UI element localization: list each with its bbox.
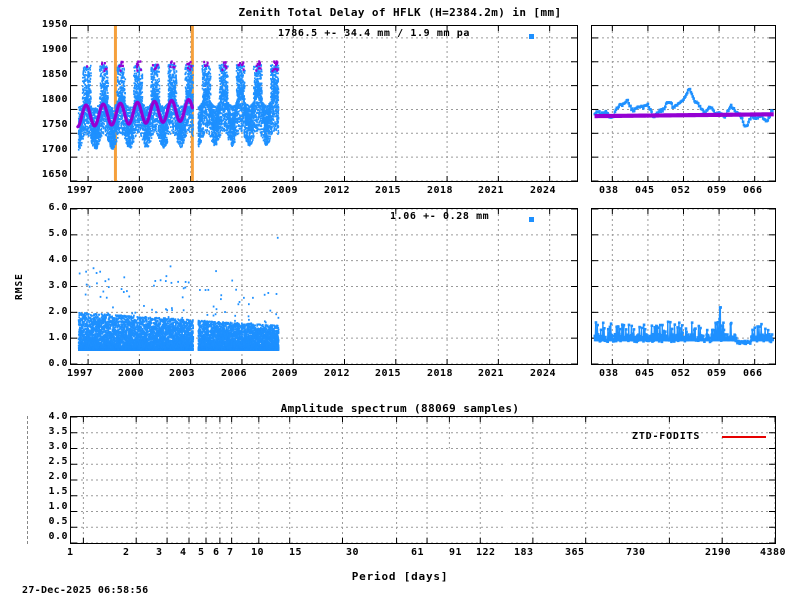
spectrum-legend-line [722,436,766,438]
spec-ytick-1.5: 1.5 [48,486,68,497]
ztd-y-tick-labels: 1950 1900 1850 1800 1750 1700 1650 [24,19,68,185]
spec-xtick-2: 2 [123,547,130,558]
ztd-inset-xtick-038: 038 [599,185,619,196]
spec-ytick-2.0: 2.0 [48,471,68,482]
rmse-inset-xtick-052: 052 [671,368,691,379]
ztd-xtick-2024: 2024 [530,185,556,196]
ztd-x-tick-labels: 1997 2000 2003 2006 2009 2012 2015 2018 … [67,185,578,199]
rmse-x-tick-labels: 1997 2000 2003 2006 2009 2012 2015 2018 … [67,368,578,382]
spec-xtick-5: 5 [198,547,205,558]
rmse-annotation-marker [529,217,534,222]
spectrum-x-axis-label: Period [days] [0,570,800,583]
spec-xtick-365: 365 [565,547,585,558]
spec-xtick-6: 6 [213,547,220,558]
spec-xtick-30: 30 [346,547,359,558]
rmse-ytick-4: 4.0 [48,254,68,265]
rmse-ytick-5: 5.0 [48,228,68,239]
spec-xtick-10: 10 [251,547,264,558]
rmse-xtick-2015: 2015 [375,368,401,379]
spec-ytick-0.0: 0.0 [48,531,68,542]
ztd-inset-xtick-052: 052 [671,185,691,196]
ztd-inset-plot[interactable] [591,25,776,182]
rmse-xtick-2018: 2018 [427,368,453,379]
ztd-ytick-1850: 1850 [42,69,68,80]
spec-xtick-7: 7 [227,547,234,558]
spectrum-outer-frame [27,416,28,544]
spectrum-plot[interactable] [70,416,776,544]
ztd-inset-x-tick-labels: 038 045 052 059 066 [591,185,776,199]
spec-xtick-730: 730 [626,547,646,558]
ztd-annotation-marker [529,34,534,39]
ztd-xtick-2015: 2015 [375,185,401,196]
rmse-y-tick-labels: 6.0 5.0 4.0 3.0 2.0 1.0 0.0 [24,202,68,369]
ztd-xtick-2003: 2003 [169,185,195,196]
ztd-xtick-2012: 2012 [324,185,350,196]
spec-xtick-61: 61 [411,547,424,558]
rmse-inset-x-tick-labels: 038 045 052 059 066 [591,368,776,382]
spec-xtick-3: 3 [156,547,163,558]
spec-ytick-4.0: 4.0 [48,411,68,422]
figure-title: Zenith Total Delay of HFLK (H=2384.2m) i… [0,6,800,19]
rmse-xtick-2006: 2006 [221,368,247,379]
spectrum-title: Amplitude spectrum (88069 samples) [0,402,800,415]
ztd-ytick-1750: 1750 [42,119,68,130]
rmse-xtick-1997: 1997 [67,368,93,379]
rmse-xtick-2009: 2009 [272,368,298,379]
rmse-inset-xtick-059: 059 [707,368,727,379]
spec-xtick-183: 183 [514,547,534,558]
rmse-ytick-6: 6.0 [48,202,68,213]
rmse-annotation-text: 1.06 +- 0.28 mm [390,211,489,222]
rmse-xtick-2024: 2024 [530,368,556,379]
ztd-inset-xtick-045: 045 [635,185,655,196]
ztd-xtick-2006: 2006 [221,185,247,196]
rmse-xtick-2003: 2003 [169,368,195,379]
spectrum-legend-label: ZTD-FODITS [632,431,700,442]
ztd-inset-xtick-059: 059 [707,185,727,196]
ztd-main-plot[interactable] [70,25,578,182]
ztd-ytick-1700: 1700 [42,144,68,155]
spec-xtick-91: 91 [449,547,462,558]
ztd-xtick-2018: 2018 [427,185,453,196]
spectrum-y-tick-labels: 4.0 3.5 3.0 2.5 2.0 1.5 1.0 0.5 0.0 [32,411,68,545]
rmse-main-plot[interactable] [70,208,578,365]
rmse-xtick-2000: 2000 [118,368,144,379]
rmse-xtick-2021: 2021 [478,368,504,379]
ztd-ytick-1800: 1800 [42,94,68,105]
rmse-ytick-3: 3.0 [48,280,68,291]
rmse-inset-xtick-045: 045 [635,368,655,379]
spec-ytick-0.5: 0.5 [48,516,68,527]
ztd-xtick-1997: 1997 [67,185,93,196]
ztd-annotation-text: 1786.5 +- 34.4 mm / 1.9 mm pa [278,28,470,39]
rmse-ytick-2: 2.0 [48,306,68,317]
ztd-xtick-2021: 2021 [478,185,504,196]
rmse-xtick-2012: 2012 [324,368,350,379]
spec-xtick-4380: 4380 [760,547,786,558]
rmse-inset-plot[interactable] [591,208,776,365]
rmse-ytick-0: 0.0 [48,358,68,369]
spec-xtick-1: 1 [67,547,74,558]
ztd-ytick-1950: 1950 [42,19,68,30]
generation-timestamp: 27-Dec-2025 06:58:56 [22,585,148,596]
spectrum-x-tick-labels: 1 2 3 4 5 6 7 10 15 30 61 91 122 183 365… [67,547,786,561]
spec-xtick-15: 15 [289,547,302,558]
spec-ytick-1.0: 1.0 [48,501,68,512]
spec-xtick-4: 4 [180,547,187,558]
ztd-ytick-1650: 1650 [42,169,68,180]
ztd-xtick-2009: 2009 [272,185,298,196]
spec-xtick-122: 122 [476,547,496,558]
ztd-ytick-1900: 1900 [42,44,68,55]
spec-ytick-2.5: 2.5 [48,456,68,467]
ztd-inset-xtick-066: 066 [743,185,763,196]
rmse-inset-xtick-038: 038 [599,368,619,379]
rmse-ytick-1: 1.0 [48,332,68,343]
ztd-xtick-2000: 2000 [118,185,144,196]
spec-ytick-3.0: 3.0 [48,441,68,452]
spec-ytick-3.5: 3.5 [48,426,68,437]
spec-xtick-2190: 2190 [705,547,731,558]
rmse-inset-xtick-066: 066 [743,368,763,379]
